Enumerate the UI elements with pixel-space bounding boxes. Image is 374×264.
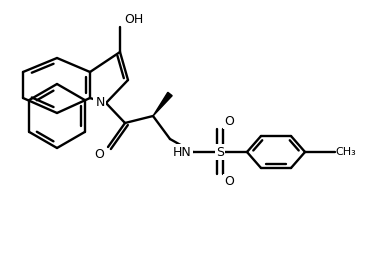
Text: O: O (94, 148, 104, 161)
Text: O: O (224, 175, 234, 188)
Polygon shape (153, 92, 172, 116)
Text: OH: OH (124, 12, 143, 25)
Text: HN: HN (173, 145, 192, 158)
Text: N: N (96, 97, 105, 110)
Text: S: S (216, 145, 224, 158)
Text: CH₃: CH₃ (335, 147, 356, 157)
Text: O: O (224, 115, 234, 128)
Text: OH: OH (124, 13, 143, 26)
Text: N: N (95, 97, 104, 110)
